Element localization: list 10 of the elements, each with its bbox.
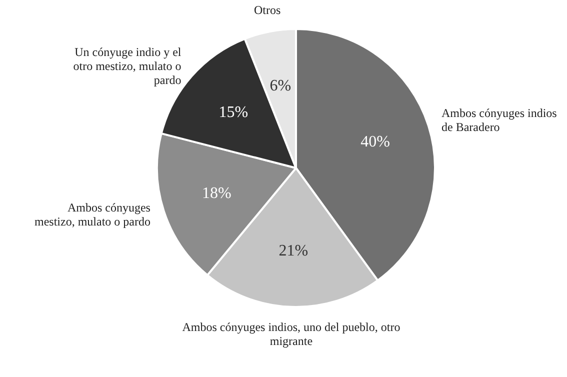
data-label: 15% (218, 104, 248, 122)
data-label: 21% (278, 242, 308, 260)
slice-label: Ambos cónyuges mestizo, mulato o pardo (34, 200, 151, 228)
slice-label: Un cónyuge indio y el otro mestizo, mulato o pardo (73, 44, 182, 87)
slice-label: Otros (254, 2, 281, 17)
slice-label: Ambos cónyuges indios de Baradero (442, 106, 558, 134)
data-label: 6% (270, 77, 292, 94)
data-label: 18% (202, 184, 232, 202)
slice-label: Ambos cónyuges indios, uno del pueblo, otro migrante (182, 320, 400, 348)
data-label: 40% (360, 133, 390, 150)
